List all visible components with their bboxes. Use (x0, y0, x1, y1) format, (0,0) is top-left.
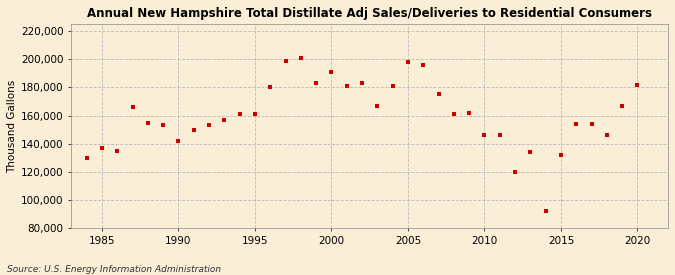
Point (494, 133, 505, 138)
Point (81, 156, 92, 160)
Point (296, 56, 306, 60)
Point (326, 70, 337, 74)
Point (571, 122, 582, 126)
Point (556, 153, 566, 157)
Point (433, 92, 444, 97)
Point (387, 84, 398, 88)
Point (540, 209, 551, 214)
Point (97, 146, 107, 150)
Point (265, 85, 275, 90)
Point (617, 103, 628, 108)
Point (586, 122, 597, 126)
Point (372, 103, 383, 108)
Point (250, 112, 261, 116)
Title: Annual New Hampshire Total Distillate Adj Sales/Deliveries to Residential Consum: Annual New Hampshire Total Distillate Ad… (87, 7, 652, 20)
Point (356, 81, 367, 85)
Point (127, 105, 138, 109)
Point (280, 58, 291, 63)
Point (112, 148, 123, 153)
Text: Source: U.S. Energy Information Administration: Source: U.S. Energy Information Administ… (7, 265, 221, 274)
Point (158, 123, 169, 128)
Point (402, 60, 413, 64)
Point (448, 112, 459, 116)
Point (204, 123, 215, 128)
Point (188, 128, 199, 132)
Point (418, 63, 429, 67)
Point (219, 118, 230, 122)
Point (464, 111, 475, 115)
Point (525, 150, 536, 155)
Point (142, 120, 153, 125)
Point (173, 139, 184, 143)
Point (234, 112, 245, 116)
Point (510, 170, 520, 174)
Point (479, 133, 490, 138)
Point (601, 133, 612, 138)
Point (632, 82, 643, 87)
Point (310, 81, 321, 85)
Y-axis label: Thousand Gallons: Thousand Gallons (7, 79, 17, 173)
Point (342, 84, 352, 88)
